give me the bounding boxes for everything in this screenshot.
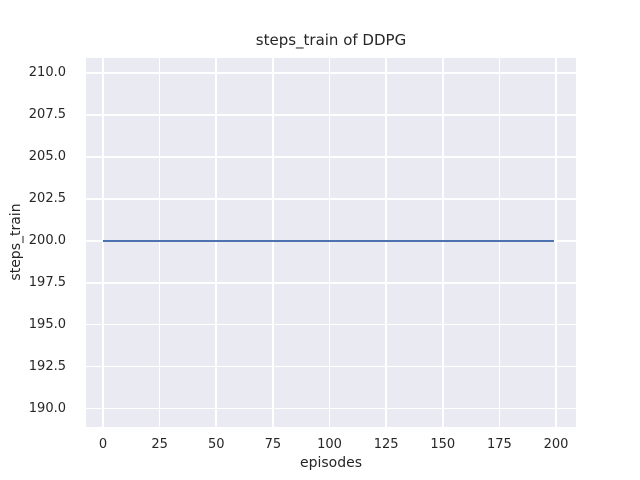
grid-line-horizontal bbox=[86, 198, 576, 200]
x-axis-label: episodes bbox=[299, 455, 363, 471]
y-tick-label: 205.0 bbox=[28, 148, 66, 164]
grid-line-vertical bbox=[102, 58, 104, 427]
y-tick-label: 195.0 bbox=[28, 316, 66, 332]
y-tick-label: 207.5 bbox=[28, 107, 66, 123]
grid-line-horizontal bbox=[86, 323, 576, 326]
y-tick-label: 190.0 bbox=[28, 400, 66, 416]
grid-line-vertical bbox=[441, 58, 444, 427]
grid-line-horizontal bbox=[86, 114, 576, 116]
grid-line-vertical bbox=[328, 58, 331, 427]
series-line-steps-train bbox=[102, 239, 554, 243]
y-tick-label: 200.0 bbox=[28, 232, 66, 248]
x-tick-label: 175 bbox=[487, 437, 512, 452]
grid-line-horizontal bbox=[86, 365, 576, 368]
x-tick-label: 0 bbox=[98, 437, 108, 452]
grid-line-horizontal bbox=[86, 281, 576, 284]
y-tick-label: 197.5 bbox=[28, 274, 66, 290]
x-tick-label: 100 bbox=[317, 437, 342, 452]
chart-title: steps_train of DDPG bbox=[255, 31, 407, 49]
grid-line-vertical bbox=[215, 58, 218, 427]
grid-line-vertical bbox=[272, 58, 274, 427]
grid-line-horizontal bbox=[86, 407, 576, 410]
grid-line-horizontal bbox=[86, 72, 576, 74]
x-tick-label: 150 bbox=[430, 437, 456, 452]
grid-line-vertical bbox=[498, 58, 501, 427]
x-tick-label: 200 bbox=[543, 437, 569, 452]
x-tick-label: 25 bbox=[151, 437, 168, 452]
y-tick-label: 210.0 bbox=[28, 65, 66, 81]
grid-line-vertical bbox=[158, 58, 161, 427]
y-tick-label: 202.5 bbox=[28, 190, 66, 206]
x-tick-label: 125 bbox=[373, 437, 399, 452]
x-tick-label: 75 bbox=[264, 437, 282, 452]
grid-line-horizontal bbox=[86, 156, 576, 158]
plot-area bbox=[86, 58, 576, 427]
y-tick-label: 192.5 bbox=[28, 358, 66, 374]
x-tick-label: 50 bbox=[207, 437, 225, 452]
grid-line-vertical bbox=[555, 58, 557, 427]
grid-line-vertical bbox=[385, 58, 387, 427]
